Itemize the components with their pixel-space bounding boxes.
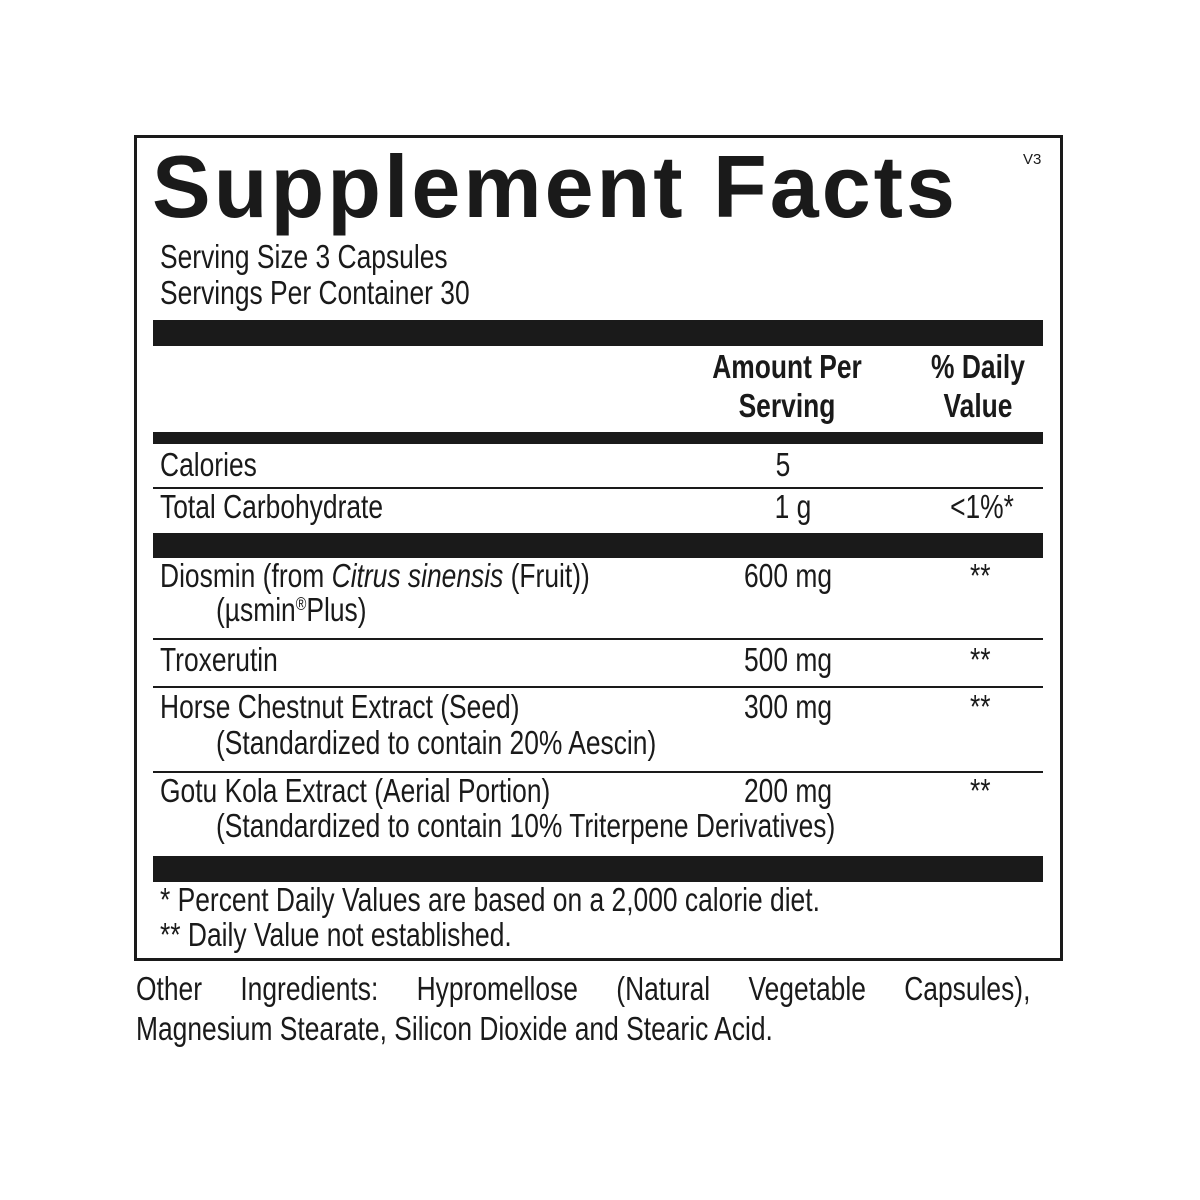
panel-title: Supplement Facts [152,137,958,236]
ingredient-troxerutin-name: Troxerutin [160,641,278,678]
row-divider [153,487,1043,489]
other-ingredients-line2: Magnesium Stearate, Silicon Dioxide and … [136,1010,773,1047]
ingredient-horse-chestnut-standard: (Standardized to contain 20% Aescin) [216,724,657,761]
thick-divider [153,856,1043,882]
row-calories-name: Calories [160,446,257,483]
header-amount-line1: Amount Per [712,348,862,385]
row-carbohydrate-name: Total Carbohydrate [160,488,384,525]
facts-panel-border [134,135,1063,961]
footnote-percent-dv: * Percent Daily Values are based on a 2,… [160,881,820,918]
ingredient-diosmin-dv: ** [970,557,991,594]
ingredient-horse-chestnut-name: Horse Chestnut Extract (Seed) [160,688,520,725]
name-text: Diosmin (from [160,557,332,594]
latin-name: Citrus sinensis [331,557,504,594]
ingredient-gotu-kola-name: Gotu Kola Extract (Aerial Portion) [160,772,551,809]
ingredient-diosmin-amount: 600 mg [744,557,833,594]
ingredient-diosmin-name: Diosmin (from Citrus sinensis (Fruit)) [160,559,590,592]
ingredient-horse-chestnut-amount: 300 mg [744,688,833,725]
ingredient-horse-chestnut-dv: ** [970,688,991,725]
ingredient-troxerutin-amount: 500 mg [744,641,833,678]
header-dv-line2: Value [943,387,1013,424]
ingredient-gotu-kola-dv: ** [970,772,991,809]
header-dv-line1: % Daily [931,348,1025,385]
row-divider [153,686,1043,688]
servings-per-container: Servings Per Container 30 [160,274,470,311]
name-text: (Fruit)) [503,557,590,594]
registered-mark: ® [295,594,307,614]
row-carbohydrate-amount: 1 g [774,488,812,525]
ingredient-diosmin-source: (µsmin®Plus) [216,593,367,626]
other-ingredients-line1: Other Ingredients: Hypromellose (Natural… [136,970,1031,1007]
thick-divider [153,320,1043,346]
source-text: Plus) [306,591,367,628]
version-label: V3 [1023,151,1042,168]
source-text: (µsmin [216,591,296,628]
header-amount-line2: Serving [738,387,836,424]
serving-size: Serving Size 3 Capsules [160,238,448,275]
ingredient-gotu-kola-amount: 200 mg [744,772,833,809]
footnote-dv-not-established: ** Daily Value not established. [160,916,512,953]
medium-divider [153,432,1043,444]
ingredient-troxerutin-dv: ** [970,641,991,678]
ingredient-gotu-kola-standard: (Standardized to contain 10% Triterpene … [216,807,836,844]
row-divider [153,638,1043,640]
row-divider [153,771,1043,773]
row-calories-amount: 5 [775,446,791,483]
thick-divider [153,533,1043,558]
row-carbohydrate-dv: <1%* [950,488,1014,525]
